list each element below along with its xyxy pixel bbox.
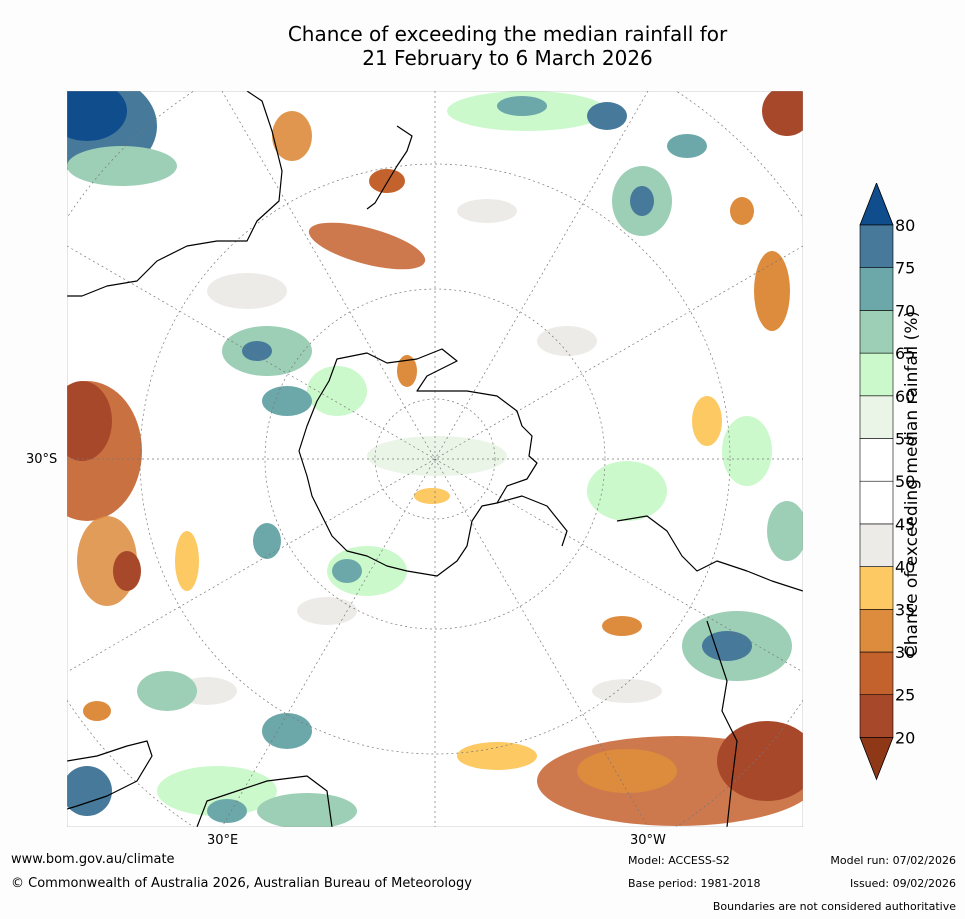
colorbar-band bbox=[859, 224, 894, 269]
south-america-outline bbox=[616, 515, 803, 592]
colorbar-tick-label: 80 bbox=[895, 216, 915, 235]
colorbar-tick-label: 40 bbox=[895, 558, 915, 577]
colorbar-tick-label: 70 bbox=[895, 301, 915, 320]
colorbar-tick-label: 45 bbox=[895, 515, 915, 534]
colorbar-band bbox=[859, 566, 894, 610]
colorbar-title: Chance of exceeding median rainfall (%) bbox=[902, 310, 922, 658]
base-period: Base period: 1981-2018 bbox=[628, 877, 761, 890]
title-line-1: Chance of exceeding the median rainfall … bbox=[287, 22, 728, 46]
website-link[interactable]: www.bom.gov.au/climate bbox=[11, 852, 175, 867]
africa-outline bbox=[67, 740, 153, 810]
colorbar-band bbox=[859, 352, 894, 397]
title-line-2: 21 February to 6 March 2026 bbox=[362, 46, 653, 70]
antarctic-peninsula-outline bbox=[496, 495, 568, 547]
colorbar-band bbox=[859, 267, 894, 311]
model-run-date: Model run: 07/02/2026 bbox=[830, 854, 956, 867]
colorbar-band bbox=[859, 438, 894, 482]
model-name: Model: ACCESS-S2 bbox=[628, 854, 730, 867]
colorbar-band bbox=[859, 651, 894, 696]
issued-date: Issued: 09/02/2026 bbox=[849, 877, 956, 890]
colorbar-tick-label: 30 bbox=[895, 643, 915, 662]
new-zealand-outline bbox=[366, 125, 413, 210]
south-america-east-coast bbox=[706, 620, 738, 827]
colorbar-tick-label: 35 bbox=[895, 600, 915, 619]
colorbar-band bbox=[859, 310, 894, 354]
colorbar-tick-label: 55 bbox=[895, 430, 915, 449]
colorbar: 20 25 30 35 40 45 50 55 60 65 70 75 80 bbox=[858, 181, 965, 783]
map-title: Chance of exceeding the median rainfall … bbox=[100, 22, 915, 70]
copyright-notice: © Commonwealth of Australia 2026, Austra… bbox=[11, 876, 472, 891]
graticule bbox=[67, 91, 803, 827]
colorbar-tick-label: 25 bbox=[895, 686, 915, 705]
longitude-label-30w: 30°W bbox=[630, 833, 666, 848]
colorbar-tick-label: 75 bbox=[895, 259, 915, 278]
colorbar-extend-max bbox=[859, 181, 894, 226]
colorbar-band bbox=[859, 395, 894, 439]
latitude-label: 30°S bbox=[26, 452, 58, 467]
longitude-label-30e: 30°E bbox=[207, 833, 239, 848]
colorbar-tick-label: 65 bbox=[895, 344, 915, 363]
colorbar-tick-label: 60 bbox=[895, 387, 915, 406]
colorbar-band bbox=[859, 523, 894, 567]
colorbar-svg: 20 25 30 35 40 45 50 55 60 65 70 75 80 bbox=[859, 181, 915, 781]
australia-outline bbox=[67, 91, 283, 297]
colorbar-tick-label: 20 bbox=[895, 728, 915, 747]
colorbar-tick-label: 50 bbox=[895, 472, 915, 491]
colorbar-band bbox=[859, 480, 894, 525]
colorbar-band bbox=[859, 694, 894, 738]
rainfall-map bbox=[67, 91, 803, 827]
colorbar-band bbox=[859, 608, 894, 653]
coastlines bbox=[67, 91, 803, 827]
boundaries-disclaimer: Boundaries are not considered authoritat… bbox=[712, 900, 956, 913]
africa-south-coast bbox=[196, 775, 333, 827]
map-svg bbox=[67, 91, 803, 827]
colorbar-extend-min bbox=[859, 737, 894, 781]
